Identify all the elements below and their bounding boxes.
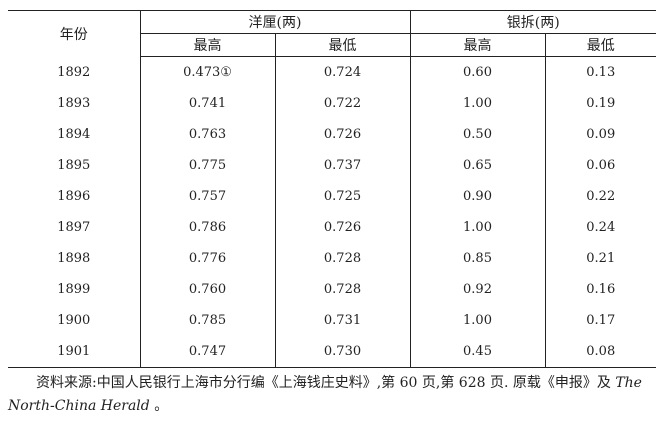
- value-cell: 0.22: [544, 181, 656, 212]
- year-cell: 1895: [57, 158, 91, 173]
- value-cell: 0.19: [544, 88, 656, 119]
- value-cell: 0.45: [409, 336, 545, 368]
- value-cell: 0.726: [274, 119, 410, 150]
- value-cell: 0.09: [544, 119, 656, 150]
- table-row: 1901 0.747 0.730 0.45 0.08: [8, 336, 656, 368]
- value-cell: 0.90: [409, 181, 545, 212]
- value-cell: 0.760: [139, 274, 275, 305]
- group-header: 银拆(两): [409, 10, 656, 34]
- value-cell: 0.763: [139, 119, 275, 150]
- value-cell: 0.725: [274, 181, 410, 212]
- value-cell: 0.757: [139, 181, 275, 212]
- value-cell: 0.722: [274, 88, 410, 119]
- group-header: 洋厘(两): [139, 10, 410, 34]
- value-cell: 0.724: [274, 56, 410, 88]
- value-cell: 0.16: [544, 274, 656, 305]
- data-table: 年份 洋厘(两) 银拆(两) 最高 最低 最高 最低 1892 0.473① 0.7…: [8, 10, 656, 368]
- table-row: 1893 0.741 0.722 1.00 0.19: [8, 88, 656, 119]
- table-row: 1899 0.760 0.728 0.92 0.16: [8, 274, 656, 305]
- value-cell: 0.786: [139, 212, 275, 243]
- year-cell: 1899: [57, 282, 91, 297]
- value-cell: 0.473①: [139, 56, 275, 88]
- value-cell: 0.85: [409, 243, 545, 274]
- value-cell: 0.65: [409, 150, 545, 181]
- table-head: 年份 洋厘(两) 银拆(两) 最高 最低 最高 最低: [8, 10, 656, 57]
- value-cell: 0.21: [544, 243, 656, 274]
- table-row: 1894 0.763 0.726 0.50 0.09: [8, 119, 656, 150]
- table-body: 1892 0.473① 0.724 0.60 0.13 1893 0.741 0.722 1.0…: [8, 56, 656, 368]
- year-header: 年份: [8, 10, 140, 57]
- year-cell: 1900: [57, 313, 91, 328]
- sub-header: 最低: [274, 33, 410, 57]
- table-row: 1898 0.776 0.728 0.85 0.21: [8, 243, 656, 274]
- sub-header: 最低: [544, 33, 656, 57]
- sub-header: 最高: [139, 33, 275, 57]
- table-row: 1895 0.775 0.737 0.65 0.06: [8, 150, 656, 181]
- year-cell: 1893: [57, 96, 91, 111]
- value-cell: 0.747: [139, 336, 275, 368]
- value-cell: 0.728: [274, 243, 410, 274]
- value-cell: 0.737: [274, 150, 410, 181]
- year-cell: 1892: [57, 64, 91, 80]
- table-row: 1896 0.757 0.725 0.90 0.22: [8, 181, 656, 212]
- year-cell: 1897: [57, 220, 91, 235]
- note-text: 资料来源:中国人民银行上海市分行编《上海钱庄史料》,第 60 页,第 628 页…: [36, 375, 616, 391]
- value-cell: 0.08: [544, 336, 656, 368]
- table-row: 1900 0.785 0.731 1.00 0.17: [8, 305, 656, 336]
- value-cell: 0.24: [544, 212, 656, 243]
- value-cell: 0.785: [139, 305, 275, 336]
- year-cell: 1898: [57, 251, 91, 266]
- subheader-row: 最高 最低 最高 最低: [8, 33, 656, 57]
- value-cell: 0.775: [139, 150, 275, 181]
- value-cell: 0.776: [139, 243, 275, 274]
- value-cell: 0.92: [409, 274, 545, 305]
- value-cell: 0.726: [274, 212, 410, 243]
- source-note: 资料来源:中国人民银行上海市分行编《上海钱庄史料》,第 60 页,第 628 页…: [8, 372, 648, 418]
- value-cell: 0.17: [544, 305, 656, 336]
- value-cell: 0.741: [139, 88, 275, 119]
- value-cell: 1.00: [409, 212, 545, 243]
- value-cell: 1.00: [409, 88, 545, 119]
- year-cell: 1894: [57, 127, 91, 142]
- value-cell: 0.13: [544, 56, 656, 88]
- year-cell: 1901: [8, 336, 140, 368]
- value-cell: 1.00: [409, 305, 545, 336]
- year-cell: 1896: [57, 189, 91, 204]
- note-end: 。: [149, 398, 169, 414]
- sub-header: 最高: [409, 33, 545, 57]
- value-cell: 0.731: [274, 305, 410, 336]
- value-cell: 0.730: [274, 336, 410, 368]
- header-row: 年份 洋厘(两) 银拆(两): [8, 10, 656, 57]
- value-cell: 0.728: [274, 274, 410, 305]
- table-row: 1892 0.473① 0.724 0.60 0.13: [8, 56, 656, 88]
- value-cell: 0.06: [544, 150, 656, 181]
- table-row: 1897 0.786 0.726 1.00 0.24: [8, 212, 656, 243]
- value-cell: 0.60: [409, 56, 545, 88]
- value-cell: 0.50: [409, 119, 545, 150]
- note-italic: The North-China Herald: [8, 375, 642, 414]
